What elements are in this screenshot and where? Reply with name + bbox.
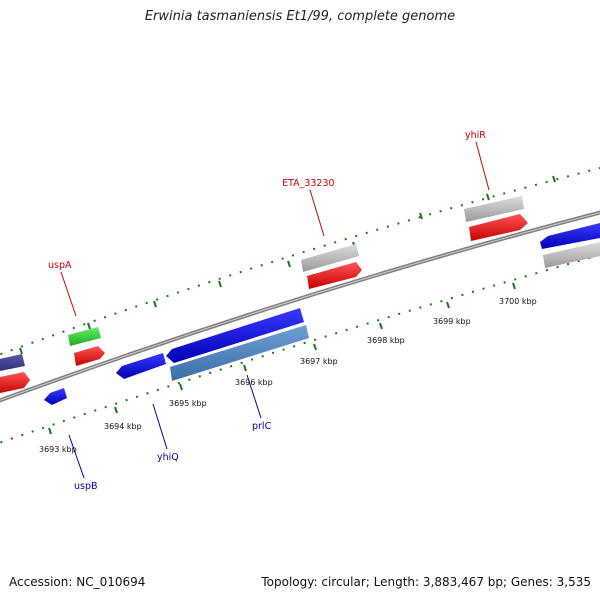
gene-feature-uspA-green[interactable] bbox=[68, 327, 101, 346]
gene-feature-right-blue[interactable] bbox=[540, 223, 600, 249]
genome-backbone bbox=[0, 210, 600, 403]
gene-feature-uspB-blue[interactable] bbox=[44, 388, 67, 405]
gene-feature-right-gray[interactable] bbox=[543, 242, 600, 268]
gene-feature-yhiR-red[interactable] bbox=[469, 214, 528, 241]
gene-feature-left-red[interactable] bbox=[0, 372, 30, 394]
gene-label-ETA_33230[interactable]: ETA_33230 bbox=[282, 178, 335, 189]
gene-feature-uspA-red[interactable] bbox=[74, 346, 105, 366]
tick-label-3699: 3699 kbp bbox=[433, 317, 471, 326]
gene-label-yhiQ[interactable]: yhiQ bbox=[157, 452, 179, 463]
major-ticks bbox=[19, 175, 556, 435]
genome-stats-text: Topology: circular; Length: 3,883,467 bp… bbox=[261, 575, 591, 589]
gene-label-prlC[interactable]: prlC bbox=[252, 421, 272, 432]
leader-lines bbox=[60, 141, 490, 479]
gene-feature-left-indigo[interactable] bbox=[0, 354, 25, 372]
accession-text: Accession: NC_010694 bbox=[9, 575, 146, 589]
tick-label-3696: 3696 kbp bbox=[235, 378, 273, 387]
tick-label-3693: 3693 kbp bbox=[39, 445, 77, 454]
gene-feature-yhiR-gray[interactable] bbox=[464, 196, 524, 222]
tick-label-3694: 3694 kbp bbox=[104, 422, 142, 431]
gene-feature-ETA-red[interactable] bbox=[307, 262, 362, 289]
gene-feature-yhiQ-blue[interactable] bbox=[116, 353, 166, 379]
tick-label-3695: 3695 kbp bbox=[169, 399, 207, 408]
forward-tick-track bbox=[0, 167, 600, 356]
tick-label-3697: 3697 kbp bbox=[300, 357, 338, 366]
reverse-tick-track bbox=[0, 254, 600, 444]
tick-label-3700: 3700 kbp bbox=[499, 297, 537, 306]
gene-feature-prlC-steel[interactable] bbox=[170, 325, 309, 381]
map-title: Erwinia tasmaniensis Et1/99, complete ge… bbox=[144, 9, 456, 24]
gene-feature-ETA-gray[interactable] bbox=[301, 244, 359, 272]
tick-label-3698: 3698 kbp bbox=[367, 336, 405, 345]
gene-label-uspA[interactable]: uspA bbox=[48, 260, 72, 271]
gene-label-yhiR[interactable]: yhiR bbox=[465, 130, 486, 141]
genome-backbone-inner bbox=[0, 212, 600, 401]
gene-label-uspB[interactable]: uspB bbox=[74, 481, 98, 492]
gene-feature-prlC-blue[interactable] bbox=[166, 308, 304, 363]
